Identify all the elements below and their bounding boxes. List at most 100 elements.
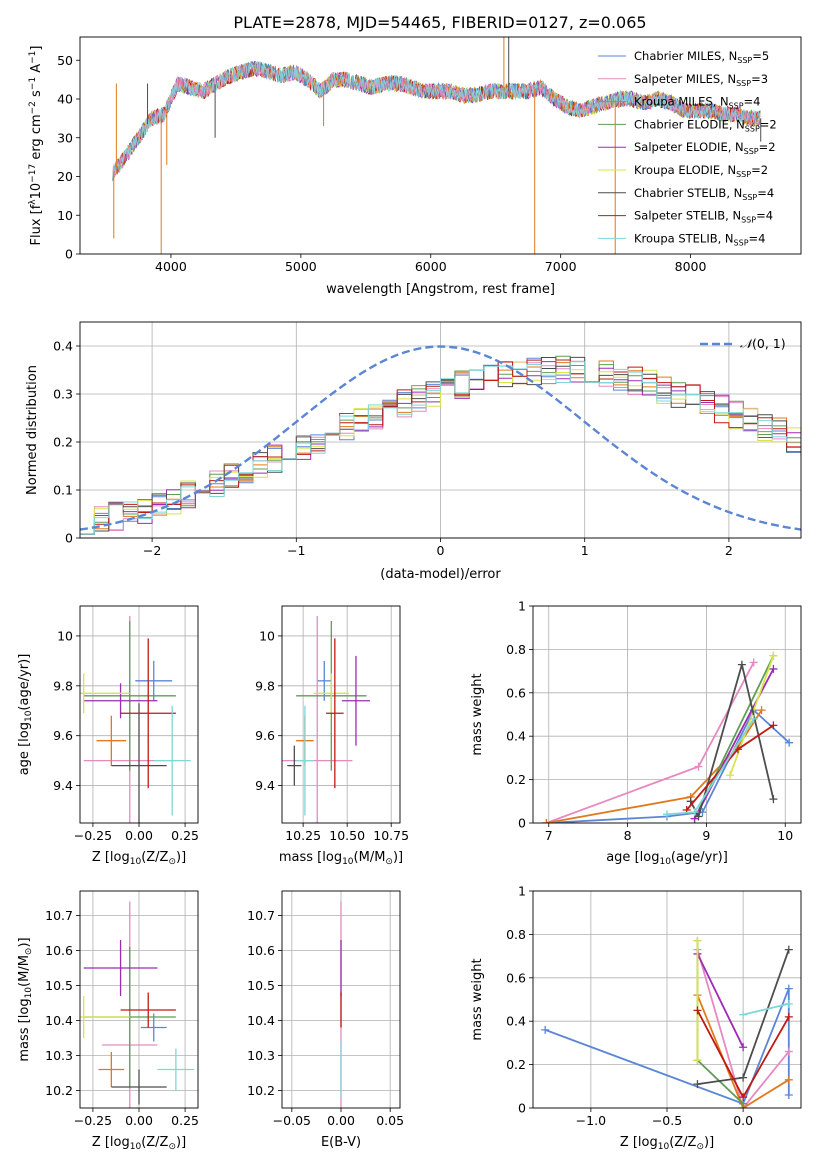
- sub-script: 10: [130, 1142, 142, 1152]
- y-tick-label: 9.4: [255, 778, 275, 793]
- error-bar-chabrier-miles: [317, 660, 332, 701]
- x-tick-label: 7: [545, 828, 553, 843]
- y-tick-label: 10.4: [45, 1013, 73, 1028]
- x-tick-label: 8000: [675, 259, 707, 274]
- series-marker: [693, 936, 702, 945]
- x-tick-label: 5000: [285, 259, 317, 274]
- y-tick-label: 1: [518, 884, 526, 899]
- series-kroupa-elodie: [693, 936, 702, 1065]
- y-tick-label: 0.4: [506, 1014, 526, 1029]
- label-part: (age/yr)]: [671, 850, 728, 865]
- y-tick-label: 10: [57, 628, 73, 643]
- y-tick-label: 0: [65, 247, 73, 262]
- y-tick-label: 0.2: [506, 1057, 526, 1072]
- error-bar-chabrier-miles: [135, 660, 173, 701]
- y-axis-label: Flux [fλ10−17 erg cm−2 s−1 A−1]: [28, 46, 44, 246]
- y-tick-label: 10.6: [247, 943, 275, 958]
- series-marker: [784, 984, 793, 993]
- panel-weight-vs-Z: −1.0 −0.5 0.0 0 0.2 0.4 0.6 0.8 1 Z [log10(Z/Z⊙)]…: [470, 884, 802, 1152]
- x-axis-label: Z [log10(Z/Z⊙)]: [92, 1135, 186, 1152]
- legend-label-suffix: =4: [757, 186, 774, 200]
- sub-script: ⊙: [385, 857, 393, 867]
- x-axis-label: Z [log10(Z/Z⊙)]: [92, 850, 186, 867]
- sub-script: 10: [24, 710, 34, 722]
- label-part: )]: [704, 1135, 714, 1150]
- y-tick-label: 10.5: [45, 978, 73, 993]
- x-tick-label: 0: [437, 543, 445, 558]
- y-tick-label: 0.6: [506, 970, 526, 985]
- y-tick-label: 0.8: [506, 642, 526, 657]
- axes-frame: [532, 890, 802, 1109]
- legend-label-suffix: =2: [759, 140, 776, 154]
- x-tick-label: 10: [777, 828, 793, 843]
- y-tick-label: 10.5: [247, 978, 275, 993]
- y-axis-label: age [log10(age/yr)]: [17, 654, 34, 776]
- series-marker: [739, 1073, 748, 1082]
- legend-label-kroupa-stelib: Kroupa STELIB, NSSP=4: [634, 231, 765, 247]
- error-bar-kroupa-elodie: [80, 673, 130, 714]
- series-marker: [769, 795, 778, 804]
- x-tick-label: 1: [581, 543, 589, 558]
- y-tick-label: 0.4: [53, 339, 73, 354]
- legend-label-sub: SSP: [737, 56, 752, 65]
- error-bars: [80, 615, 191, 823]
- sup-script: −1: [28, 77, 38, 90]
- x-tick-label: 7000: [545, 259, 577, 274]
- sub-script: 10: [659, 857, 671, 867]
- spectrum-line-kroupa-stelib: [112, 61, 761, 181]
- legend-label-text: Kroupa MILES, N: [634, 95, 729, 109]
- series-marker: [737, 660, 746, 669]
- sup-script: −1: [28, 51, 38, 64]
- x-tick-label: −0.25: [74, 1113, 112, 1128]
- x-tick-label: 6000: [415, 259, 447, 274]
- legend-label-chabrier-stelib: Chabrier STELIB, NSSP=4: [634, 186, 774, 202]
- legend-label-suffix: =4: [744, 95, 761, 109]
- y-tick-label: 0: [518, 1101, 526, 1116]
- label-part: Z [log: [92, 1135, 130, 1150]
- series-marker: [739, 1043, 748, 1052]
- figure-title: PLATE=2878, MJD=54465, FIBERID=0127, z=0…: [233, 13, 646, 32]
- sub-script: 10: [130, 857, 142, 867]
- x-axis-label: wavelength [Angstrom, rest frame]: [326, 282, 555, 297]
- sub-script: 10: [24, 987, 34, 999]
- series-line: [729, 655, 775, 776]
- series-marker: [784, 1090, 793, 1099]
- x-tick-label: 8: [624, 828, 632, 843]
- y-tick-label: 10.2: [247, 1083, 275, 1098]
- label-part: A: [29, 64, 44, 77]
- label-part: )]: [176, 1135, 186, 1150]
- legend-label-kroupa-miles: Kroupa MILES, NSSP=4: [634, 95, 760, 111]
- series-line: [696, 994, 790, 1108]
- series-marker: [694, 812, 703, 821]
- series-marker: [542, 819, 551, 823]
- error-bar-chabrier-miles: [140, 1013, 167, 1042]
- series-marker: [690, 808, 699, 817]
- label-part: Z [log: [620, 1135, 658, 1150]
- error-bar-salpeter-elodie: [341, 655, 371, 746]
- y-tick-label: 10.7: [45, 908, 73, 923]
- y-tick-label: 30: [57, 130, 73, 145]
- error-bar-kroupa-elodie: [80, 996, 130, 1038]
- legend-label-suffix: =4: [749, 231, 766, 245]
- y-axis-label: mass weight: [470, 673, 485, 755]
- legend-label-suffix: =4: [756, 209, 773, 223]
- series-marker: [784, 1047, 793, 1056]
- weight-lines: [541, 936, 793, 1108]
- series-marker: [693, 1080, 702, 1089]
- y-tick-label: 9.6: [255, 728, 275, 743]
- y-tick-label: 0.2: [506, 772, 526, 787]
- legend-label-suffix: =2: [760, 117, 777, 131]
- legend-label-text: Kroupa STELIB, N: [634, 231, 734, 245]
- label-part: (age/yr)]: [17, 654, 32, 711]
- error-bar-kroupa-stelib: [153, 705, 191, 816]
- label-part: mass [log: [17, 998, 32, 1061]
- series-line: [544, 988, 790, 1105]
- series-kroupa-stelib: [663, 714, 758, 819]
- y-tick-label: 9.6: [53, 728, 73, 743]
- y-tick-label: 40: [57, 92, 73, 107]
- legend-label-sub: SSP: [736, 79, 751, 88]
- x-tick-label: 0.25: [171, 1113, 199, 1128]
- label-part: age [log: [606, 850, 659, 865]
